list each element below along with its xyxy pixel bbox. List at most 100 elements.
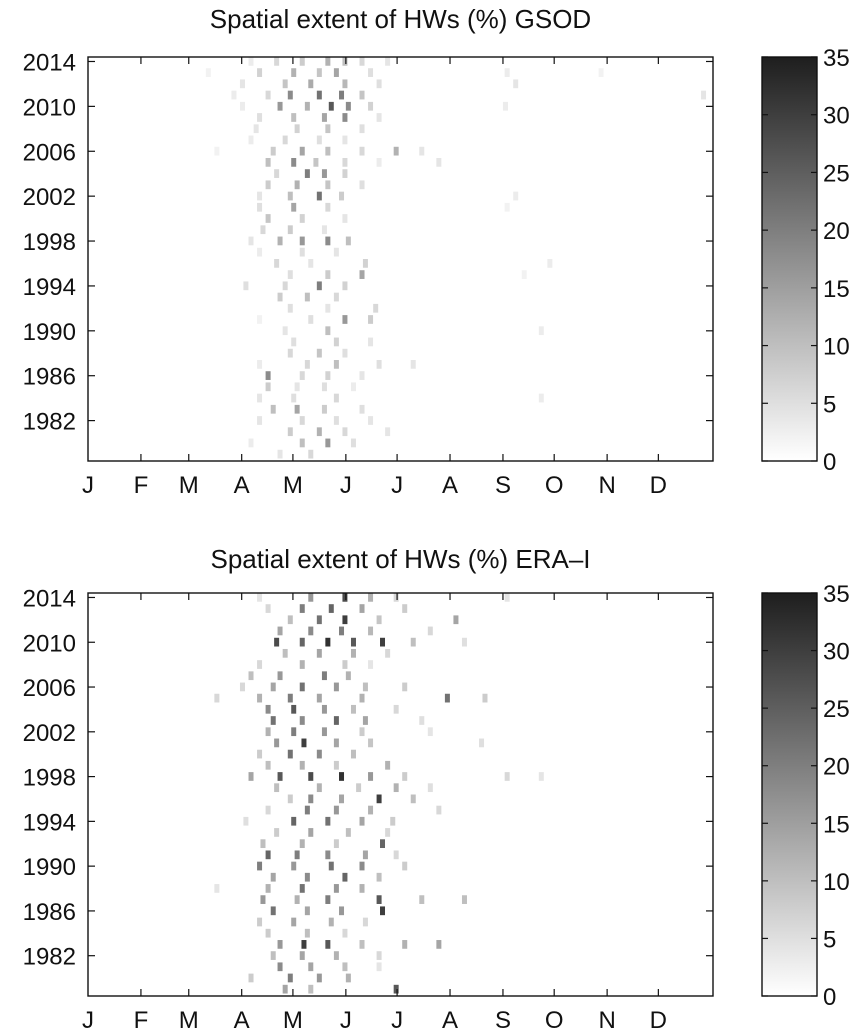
era-cell [342,928,348,938]
era-cell [214,693,220,703]
gsod-cell [325,303,331,313]
era-cell [385,828,391,837]
gsod-cell [277,236,283,246]
era-cell [308,593,314,602]
era-cell [301,940,307,949]
gsod-xtick-label: F [134,472,149,499]
gsod-cell [359,270,365,279]
gsod-cell [342,113,348,122]
era-cell [345,828,351,837]
era-xtick-label: J [340,1007,352,1034]
era-ytick-label: 2002 [23,720,76,747]
era-cell [287,794,293,804]
gsod-xtick-label: S [495,472,511,499]
gsod-cell [419,146,425,156]
gsod-cell [316,427,322,437]
era-cell [328,917,334,927]
gsod-cell [325,270,331,279]
gsod-cell [547,259,553,268]
gsod-cell [333,292,339,302]
gsod-cell [291,202,297,212]
era-cell [376,951,382,960]
gsod-cell [239,79,245,89]
era-cells [214,593,544,994]
era-cell [316,648,322,658]
gsod-cell [701,90,707,100]
era-cell [368,593,374,602]
era-cell [362,682,368,692]
era-cell [299,604,305,613]
gsod-cell [368,68,374,77]
gsod-cell [368,101,374,111]
gsod-cell [277,292,283,302]
gsod-cell [342,214,348,223]
era-cell [304,906,310,916]
gsod-cell [291,113,297,122]
era-cell [291,816,297,826]
gsod-cell [287,225,293,235]
era-cell [368,772,374,781]
gsod-cell [299,247,305,257]
era-cell [376,962,382,972]
gsod-cell [316,135,322,145]
gsod-cells [205,57,707,459]
era-cell [350,648,356,658]
era-cell [287,693,293,703]
gsod-cell [368,416,374,425]
era-cell [308,962,314,972]
era-cell [287,615,293,625]
gsod-cell [265,158,271,167]
era-cell [504,593,510,602]
era-cell [339,772,345,781]
gsod-cell [339,90,345,100]
gsod-cell [257,393,263,403]
gsod-cell [304,292,310,302]
gsod-cell [325,236,331,246]
gsod-cell [321,225,327,235]
gsod-cell [504,202,510,212]
era-cell [265,928,271,938]
gsod-colorbar-label: 20 [823,218,850,245]
gsod-xtick-label: M [283,472,303,499]
gsod-cell [502,101,508,111]
gsod-cell [265,90,271,100]
gsod-cell [342,348,348,358]
gsod-cell [291,68,297,77]
era-chart-panel: Spatial extent of HWs (%) ERA–I 2014 2010… [0,540,868,1036]
gsod-colorbar-label: 5 [823,391,836,418]
era-xtick-label: S [495,1007,511,1034]
era-cell [277,671,283,681]
gsod-ytick-label: 1994 [23,274,76,301]
era-cell [380,839,386,849]
era-cell [328,604,334,613]
gsod-cell [333,393,339,403]
era-cell [402,940,408,949]
era-cell [376,872,382,882]
gsod-cell [270,146,276,156]
era-axes-frame [87,592,714,997]
era-cell [342,660,348,669]
gsod-cell [257,191,263,201]
era-ytick-label: 2010 [23,630,76,657]
gsod-cell [205,68,211,77]
gsod-cell [538,326,544,336]
era-cell [339,906,345,916]
era-cell [321,704,327,714]
era-cell [274,828,280,837]
era-cell [333,682,339,692]
era-cell [325,816,331,826]
gsod-cell [282,326,288,336]
era-cell [294,850,300,860]
era-cell [299,716,305,725]
gsod-cell [342,135,348,145]
era-cell [265,760,271,770]
gsod-cell [359,180,365,190]
era-cell [308,772,314,781]
era-cell [339,794,345,804]
era-cell [359,940,365,949]
era-cell [325,940,331,949]
era-cell [291,727,297,737]
gsod-cell [299,416,305,425]
era-cell [402,861,408,871]
